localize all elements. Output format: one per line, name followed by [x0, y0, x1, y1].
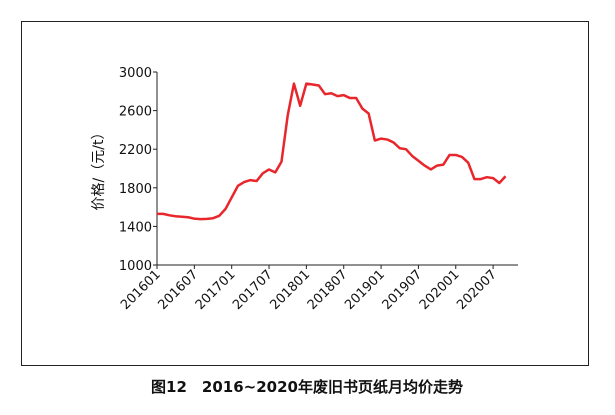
- y-axis-label: 价格/（元/t）: [91, 126, 107, 211]
- y-tick-label: 3000: [119, 66, 152, 81]
- data-line: [157, 82, 507, 221]
- x-tick-label: 201607: [155, 267, 201, 313]
- x-tick-label: 201707: [230, 267, 276, 313]
- x-tick-label: 202007: [454, 267, 500, 313]
- x-tick-label: 201701: [193, 267, 239, 313]
- chart-caption: 图12 2016~2020年废旧书页纸月均价走势: [151, 378, 463, 396]
- y-tick-label: 1400: [119, 220, 152, 235]
- y-tick-label: 2200: [119, 143, 152, 158]
- x-tick-label: 201901: [342, 267, 388, 313]
- chart-frame: [21, 21, 589, 366]
- x-tick-label: 201801: [267, 267, 313, 313]
- x-tick-label: 202001: [417, 267, 463, 313]
- y-tick-label: 1800: [119, 182, 152, 197]
- x-tick-label: 201907: [380, 267, 426, 313]
- y-tick-label: 2600: [119, 105, 152, 120]
- x-tick-label: 201601: [118, 267, 164, 313]
- y-tick-label: 1000: [119, 259, 152, 274]
- x-tick-label: 201807: [305, 267, 351, 313]
